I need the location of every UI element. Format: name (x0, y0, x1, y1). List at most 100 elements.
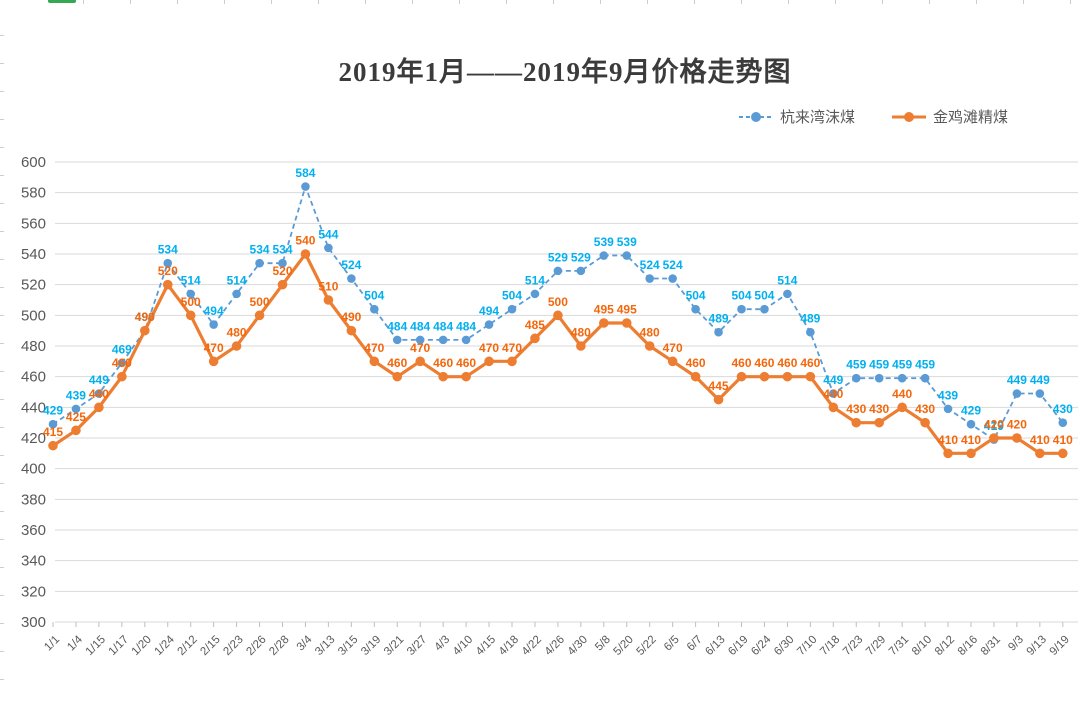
series-marker-0[interactable] (806, 327, 815, 337)
series-marker-1[interactable] (667, 356, 678, 367)
series-marker-1[interactable] (805, 371, 816, 382)
series-marker-1[interactable] (254, 310, 265, 321)
data-label-1: 520 (272, 264, 292, 278)
series-marker-0[interactable] (576, 266, 586, 276)
series-marker-1[interactable] (966, 448, 976, 459)
data-label-1: 460 (686, 356, 706, 370)
series-marker-1[interactable] (828, 402, 839, 413)
x-axis-tick-label: 3/4 (295, 633, 315, 653)
series-marker-0[interactable] (438, 335, 448, 345)
series-marker-1[interactable] (48, 440, 58, 451)
series-marker-0[interactable] (163, 258, 173, 268)
series-marker-1[interactable] (736, 371, 747, 382)
series-marker-0[interactable] (255, 258, 264, 268)
series-marker-1[interactable] (621, 318, 632, 328)
series-marker-0[interactable] (232, 289, 241, 299)
series-marker-0[interactable] (301, 182, 310, 191)
series-marker-1[interactable] (484, 356, 494, 367)
series-marker-1[interactable] (782, 371, 793, 382)
series-marker-0[interactable] (324, 243, 333, 253)
series-marker-1[interactable] (277, 279, 288, 290)
series-marker-1[interactable] (713, 394, 724, 405)
series-marker-0[interactable] (691, 304, 700, 314)
series-marker-1[interactable] (117, 371, 127, 382)
series-marker-1[interactable] (576, 341, 586, 351)
series-marker-0[interactable] (920, 373, 930, 383)
series-marker-1[interactable] (231, 341, 242, 351)
series-marker-0[interactable] (48, 419, 58, 429)
series-marker-0[interactable] (1058, 418, 1068, 427)
series-marker-1[interactable] (162, 279, 173, 290)
series-marker-0[interactable] (370, 304, 379, 314)
series-marker-1[interactable] (920, 417, 930, 428)
series-marker-0[interactable] (415, 335, 425, 345)
series-marker-0[interactable] (71, 404, 81, 414)
series-marker-0[interactable] (278, 258, 287, 268)
series-marker-1[interactable] (415, 356, 426, 367)
series-marker-0[interactable] (186, 289, 195, 299)
series-marker-0[interactable] (347, 274, 356, 283)
series-marker-1[interactable] (323, 295, 334, 305)
series-marker-1[interactable] (346, 325, 357, 336)
series-marker-1[interactable] (599, 318, 609, 328)
series-marker-0[interactable] (943, 404, 953, 414)
data-label-1: 470 (502, 341, 522, 355)
legend-item-hanglaiwan-coal[interactable]: 杭来湾沫煤 (738, 106, 855, 127)
series-marker-0[interactable] (829, 389, 838, 398)
series-marker-1[interactable] (369, 356, 380, 367)
series-marker-0[interactable] (622, 251, 632, 260)
series-marker-1[interactable] (507, 356, 517, 367)
series-marker-1[interactable] (530, 333, 540, 344)
series-marker-1[interactable] (690, 371, 701, 382)
series-marker-1[interactable] (438, 371, 448, 382)
series-marker-0[interactable] (599, 251, 609, 260)
series-marker-1[interactable] (989, 433, 999, 443)
series-marker-1[interactable] (1035, 448, 1045, 459)
series-marker-0[interactable] (783, 289, 792, 299)
series-marker-0[interactable] (760, 304, 769, 314)
series-marker-1[interactable] (140, 325, 150, 336)
series-marker-0[interactable] (553, 266, 563, 276)
series-marker-1[interactable] (185, 310, 196, 321)
legend-item-jinjitan-coal[interactable]: 金鸡滩精煤 (891, 106, 1008, 127)
series-marker-1[interactable] (1058, 448, 1068, 459)
chart-title[interactable]: 2019年1月——2019年9月价格走势图 (338, 57, 792, 87)
series-marker-0[interactable] (1012, 389, 1022, 398)
series-marker-1[interactable] (94, 402, 104, 413)
series-marker-1[interactable] (208, 356, 219, 367)
series-marker-0[interactable] (966, 419, 976, 429)
series-marker-0[interactable] (737, 304, 746, 314)
series-marker-0[interactable] (874, 373, 884, 383)
series-marker-1[interactable] (300, 249, 311, 259)
series-marker-0[interactable] (1035, 389, 1045, 398)
series-marker-1[interactable] (392, 371, 403, 382)
series-marker-0[interactable] (117, 358, 127, 368)
series-marker-0[interactable] (530, 289, 540, 299)
series-marker-1[interactable] (71, 425, 81, 436)
series-marker-0[interactable] (851, 373, 861, 383)
series-marker-0[interactable] (392, 335, 402, 345)
series-marker-0[interactable] (645, 274, 654, 283)
series-marker-0[interactable] (209, 320, 218, 329)
data-label-1: 520 (158, 264, 178, 278)
series-marker-1[interactable] (851, 417, 862, 428)
series-marker-0[interactable] (714, 327, 723, 337)
series-marker-1[interactable] (461, 371, 471, 382)
series-marker-0[interactable] (668, 274, 677, 283)
series-marker-1[interactable] (943, 448, 953, 459)
series-marker-1[interactable] (644, 341, 655, 351)
series-marker-0[interactable] (897, 373, 907, 383)
series-marker-0[interactable] (484, 320, 494, 329)
series-marker-0[interactable] (94, 389, 104, 398)
data-label-1: 460 (731, 356, 751, 370)
series-marker-1[interactable] (759, 371, 770, 382)
series-marker-1[interactable] (1012, 433, 1022, 443)
series-marker-1[interactable] (874, 417, 884, 428)
series-marker-0[interactable] (461, 335, 471, 345)
series-marker-1[interactable] (897, 402, 907, 413)
series-marker-1[interactable] (553, 310, 563, 321)
y-axis-tick-label: 600 (21, 154, 46, 171)
series-marker-0[interactable] (507, 304, 517, 314)
